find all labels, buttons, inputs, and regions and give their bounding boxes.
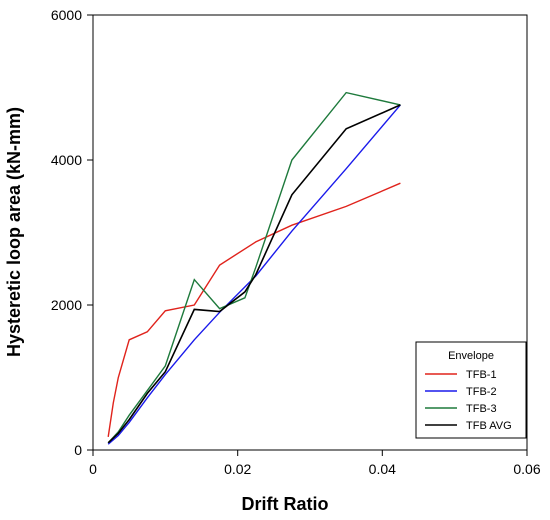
legend-label-tfb-3: TFB-3	[466, 403, 497, 415]
y-tick-label: 6000	[51, 7, 82, 23]
x-tick-label: 0.02	[224, 461, 251, 477]
series-line-tfb-2	[107, 104, 401, 445]
x-tick-label: 0.06	[513, 461, 540, 477]
series-layer	[107, 91, 401, 445]
legend-label-tfb-2: TFB-2	[466, 386, 497, 398]
series-line-tfb-3	[107, 91, 401, 444]
y-tick-label: 2000	[51, 297, 82, 313]
y-tick-label: 4000	[51, 152, 82, 168]
x-axis-title: Drift Ratio	[242, 494, 329, 514]
y-tick-label: 0	[74, 442, 82, 458]
legend-label-tfb-avg: TFB AVG	[466, 420, 512, 432]
y-axis-title: Hysteretic loop area (kN-mm)	[4, 107, 24, 357]
y-axis: 0 2000 4000 6000	[51, 7, 93, 458]
legend: Envelope TFB-1 TFB-2 TFB-3 TFB AVG	[415, 341, 527, 439]
legend-title: Envelope	[448, 350, 494, 362]
x-tick-label: 0	[89, 461, 97, 477]
series-line-tfb-avg	[107, 104, 401, 444]
legend-box	[415, 341, 527, 439]
x-tick-label: 0.04	[369, 461, 396, 477]
legend-label-tfb-1: TFB-1	[466, 369, 497, 381]
series-line-tfb-1	[107, 182, 401, 438]
x-axis: 0 0.02 0.04 0.06	[89, 450, 541, 477]
